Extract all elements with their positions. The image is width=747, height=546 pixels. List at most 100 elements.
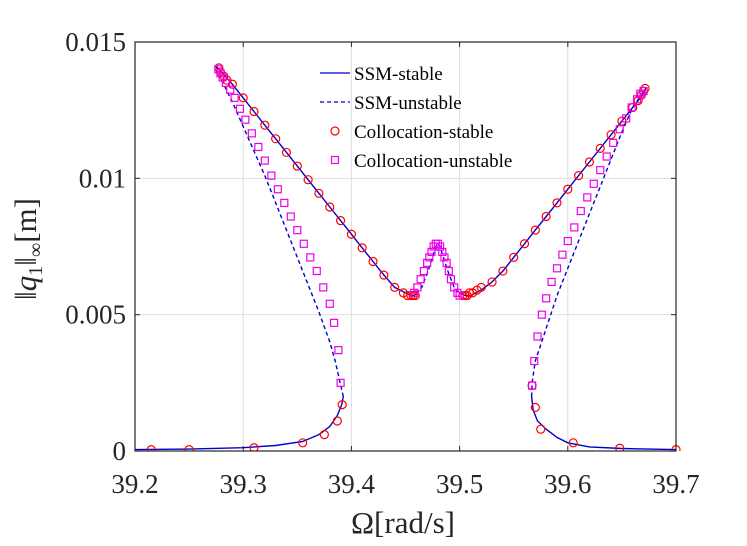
point-collocation-unstable — [319, 283, 328, 292]
point-collocation-unstable — [423, 258, 432, 267]
point-collocation-unstable — [542, 294, 551, 303]
point-collocation-unstable — [273, 185, 282, 194]
point-collocation-stable — [552, 198, 562, 208]
point-collocation-unstable — [325, 299, 334, 308]
point-collocation-unstable — [552, 264, 562, 273]
x-tick-label: 39.7 — [652, 469, 699, 499]
point-collocation-unstable — [563, 236, 572, 246]
point-collocation-unstable — [583, 193, 592, 202]
point-collocation-stable — [563, 184, 573, 194]
legend-marker-collocation-unstable — [330, 155, 340, 165]
point-collocation-stable — [390, 282, 400, 292]
legend-label-collocation-unstable: Collocation-unstable — [354, 151, 512, 172]
point-collocation-unstable — [589, 179, 598, 188]
y-axis-label-var: q — [8, 276, 43, 292]
point-collocation-unstable — [622, 114, 631, 123]
point-collocation-stable — [530, 225, 540, 235]
point-collocation-unstable — [312, 266, 321, 276]
legend-label-ssm-unstable: SSM-unstable — [354, 93, 462, 114]
point-collocation-unstable — [241, 115, 250, 124]
x-tick-label: 39.6 — [544, 469, 591, 499]
point-collocation-stable — [184, 445, 194, 451]
point-collocation-unstable — [235, 104, 245, 113]
ticks: 39.2 39.3 39.4 39.5 39.6 39.7 0 0.005 0.01 0.015 — [65, 27, 699, 499]
point-collocation-unstable — [336, 378, 345, 387]
point-collocation-stable — [368, 256, 378, 267]
point-collocation-unstable — [293, 226, 302, 235]
point-collocation-unstable — [247, 129, 256, 138]
point-collocation-stable — [476, 282, 486, 292]
y-axis-label-unit: [m] — [8, 198, 43, 243]
point-collocation-unstable — [533, 332, 542, 341]
point-collocation-stable — [530, 402, 540, 412]
series-line-ssm-stable — [459, 88, 647, 297]
point-collocation-unstable — [427, 247, 436, 257]
point-collocation-unstable — [455, 291, 464, 300]
point-collocation-stable — [640, 83, 650, 93]
point-collocation-stable — [346, 229, 356, 239]
plot-area — [135, 63, 681, 451]
point-collocation-stable — [519, 239, 530, 249]
point-collocation-unstable — [596, 166, 605, 175]
legend-label-collocation-stable: Collocation-stable — [354, 122, 493, 143]
point-collocation-unstable — [558, 250, 567, 259]
point-collocation-stable — [541, 211, 551, 222]
y-axis-label-sub: 1 — [25, 266, 47, 276]
point-collocation-unstable — [436, 242, 445, 251]
y-tick-label: 0 — [113, 436, 127, 466]
point-collocation-unstable — [260, 156, 269, 165]
point-collocation-stable — [332, 416, 342, 426]
point-collocation-unstable — [453, 288, 462, 297]
legend-marker-collocation-stable — [330, 126, 340, 136]
point-collocation-unstable — [226, 85, 235, 94]
point-collocation-stable — [536, 424, 546, 434]
point-collocation-stable — [568, 438, 578, 448]
x-tick-label: 39.4 — [328, 469, 376, 499]
point-collocation-stable — [498, 266, 508, 276]
grid — [135, 42, 676, 451]
point-collocation-stable — [379, 270, 389, 280]
axes-box — [134, 41, 677, 452]
point-collocation-stable — [574, 171, 584, 181]
point-collocation-unstable — [440, 253, 449, 262]
series-line-ssm-stable — [215, 66, 417, 297]
legend: SSM-stable SSM-unstable Collocation-stab… — [320, 64, 512, 172]
point-collocation-unstable — [627, 103, 636, 112]
point-collocation-stable — [298, 438, 308, 448]
point-collocation-stable — [314, 188, 324, 198]
point-collocation-unstable — [267, 171, 276, 180]
point-collocation-unstable — [416, 275, 425, 284]
point-collocation-stable — [357, 243, 367, 253]
point-collocation-unstable — [527, 381, 537, 390]
point-collocation-stable — [606, 130, 616, 140]
point-collocation-stable — [595, 143, 605, 153]
point-collocation-stable — [238, 93, 248, 103]
point-collocation-stable — [271, 134, 281, 144]
point-collocation-stable — [487, 277, 497, 287]
point-collocation-stable — [584, 157, 595, 167]
point-collocation-unstable — [547, 277, 556, 287]
point-collocation-stable — [303, 175, 313, 185]
x-axis-label: Ω[rad/s] — [351, 505, 455, 540]
point-collocation-unstable — [639, 86, 648, 96]
series-layer — [135, 63, 681, 451]
series-line-ssm-stable — [135, 396, 344, 451]
point-collocation-unstable — [438, 247, 447, 257]
point-collocation-stable — [249, 443, 259, 451]
series-line-ssm-unstable — [415, 242, 461, 295]
series-line-ssm-unstable — [530, 88, 647, 397]
series-line-ssm-stable — [530, 396, 677, 451]
point-collocation-stable — [260, 120, 270, 130]
point-collocation-stable — [249, 106, 259, 117]
point-collocation-unstable — [425, 253, 434, 262]
x-tick-label: 39.2 — [111, 469, 158, 499]
point-collocation-stable — [615, 443, 625, 451]
point-collocation-stable — [335, 215, 346, 226]
point-collocation-unstable — [286, 212, 295, 221]
point-collocation-unstable — [334, 346, 343, 355]
point-collocation-unstable — [602, 152, 611, 161]
point-collocation-stable — [319, 430, 329, 440]
point-collocation-unstable — [615, 125, 624, 134]
point-collocation-stable — [281, 147, 292, 158]
